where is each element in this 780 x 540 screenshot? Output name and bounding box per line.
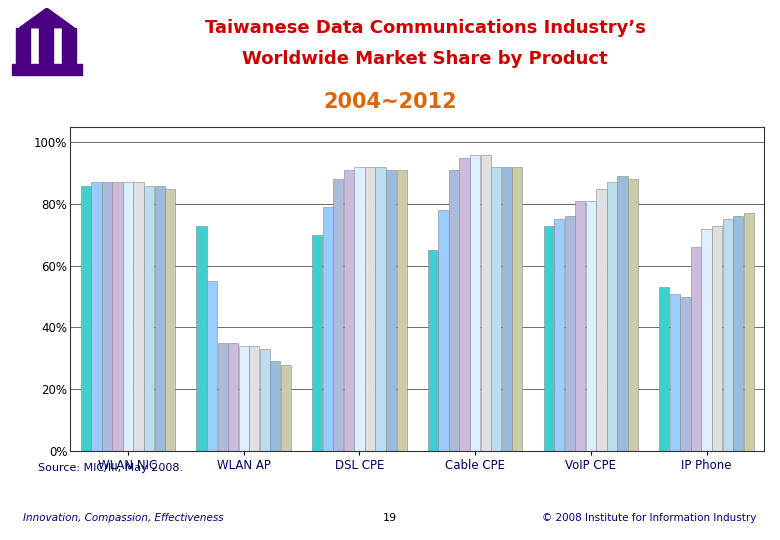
Bar [733,217,743,451]
Bar [491,167,502,451]
Bar [743,213,753,451]
Bar [575,201,586,451]
Bar [312,235,322,451]
Bar [449,170,459,451]
Bar [607,183,617,451]
Text: 19: 19 [383,512,397,523]
Bar [617,176,628,451]
Bar [91,183,101,451]
Text: Innovation, Compassion, Effectiveness: Innovation, Compassion, Effectiveness [23,512,224,523]
Bar [270,361,281,451]
Bar [628,179,638,451]
Bar [81,186,91,451]
Text: Taiwanese Data Communications Industry’s: Taiwanese Data Communications Industry’s [204,19,646,37]
Bar [512,167,523,451]
Bar [218,343,228,451]
Bar [239,346,249,451]
Bar [722,219,732,451]
Bar [680,296,690,451]
Text: Source: MIC/III, May 2008.: Source: MIC/III, May 2008. [38,463,183,474]
Bar [102,183,112,451]
Bar [281,364,291,451]
FancyBboxPatch shape [39,28,53,66]
Bar [480,154,491,451]
Bar [554,219,565,451]
FancyBboxPatch shape [12,64,82,75]
Text: 2004~2012: 2004~2012 [323,91,457,112]
Bar [438,210,448,451]
Bar [323,207,333,451]
Text: © 2008 Institute for Information Industry: © 2008 Institute for Information Industr… [542,512,757,523]
Bar [123,183,133,451]
Bar [502,167,512,451]
Polygon shape [20,8,74,28]
Bar [260,349,270,451]
Bar [396,170,406,451]
FancyBboxPatch shape [62,28,76,66]
Bar [670,294,680,451]
Bar [333,179,343,451]
Bar [112,183,122,451]
Bar [712,226,722,451]
Bar [659,287,669,451]
Bar [701,229,711,451]
Bar [365,167,375,451]
Bar [459,158,470,451]
Bar [428,251,438,451]
Bar [470,154,480,451]
Bar [228,343,239,451]
FancyBboxPatch shape [16,28,30,66]
Bar [144,186,154,451]
Bar [586,201,596,451]
Bar [207,281,218,451]
Bar [691,247,701,451]
Bar [354,167,364,451]
Bar [565,217,575,451]
Text: Worldwide Market Share by Product: Worldwide Market Share by Product [243,50,608,68]
Bar [154,186,165,451]
Bar [165,188,176,451]
Bar [344,170,354,451]
Bar [249,346,260,451]
Bar [197,226,207,451]
Bar [596,188,607,451]
Bar [386,170,396,451]
Bar [544,226,554,451]
Bar [375,167,385,451]
Bar [133,183,144,451]
